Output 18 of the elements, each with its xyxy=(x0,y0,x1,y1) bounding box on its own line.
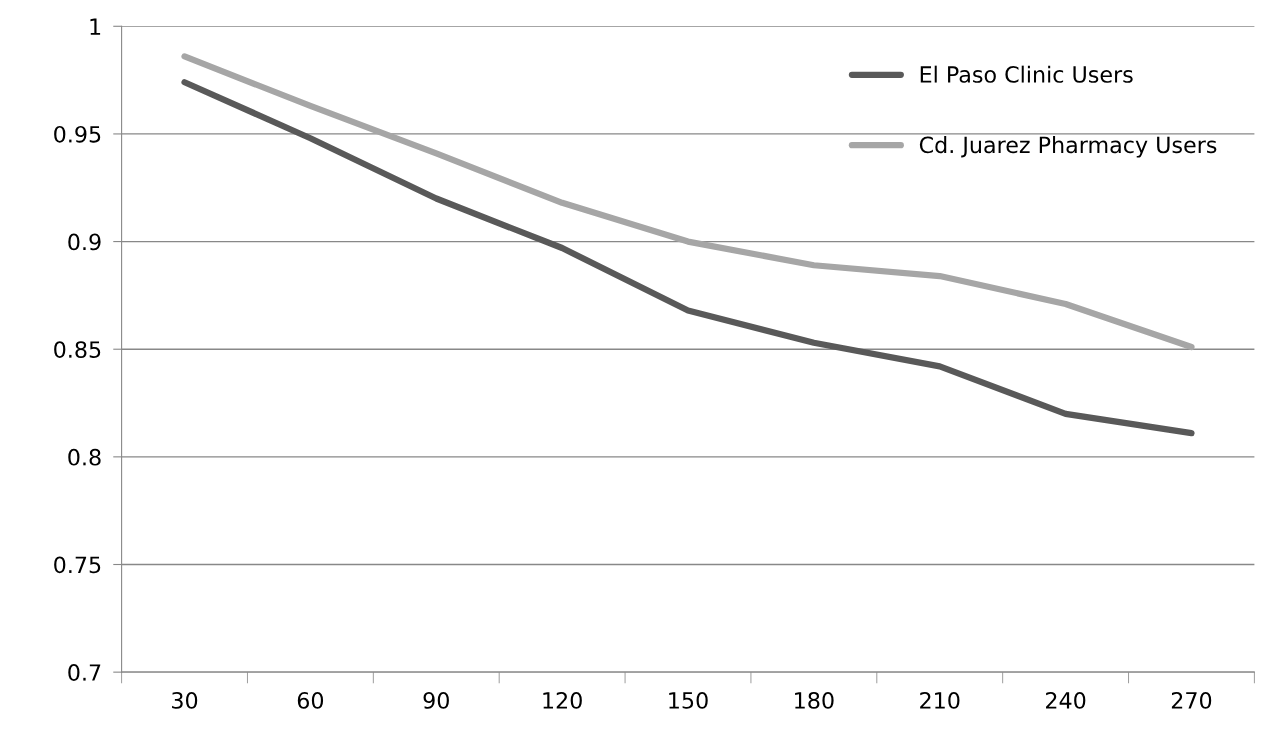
y-tick-label: 0.85 xyxy=(54,341,101,358)
y-tick-label: 0.7 xyxy=(68,664,101,681)
x-tick-label: 30 xyxy=(172,691,198,709)
legend-label: Cd. Juarez Pharmacy Users xyxy=(919,136,1217,158)
x-tick-label: 210 xyxy=(920,691,960,709)
x-tick-label: 240 xyxy=(1046,691,1086,709)
legend-label: El Paso Clinic Users xyxy=(920,65,1133,83)
x-tick-label: 180 xyxy=(795,691,834,709)
y-tick-label: 0.75 xyxy=(54,556,101,574)
y-tick-label: 1 xyxy=(90,18,101,35)
y-tick-label: 0.95 xyxy=(54,125,101,143)
x-tick-label: 60 xyxy=(297,691,324,709)
x-tick-label: 150 xyxy=(669,691,708,709)
y-tick-label: 0.8 xyxy=(68,448,101,466)
y-tick-label: 0.9 xyxy=(68,233,101,251)
x-tick-label: 270 xyxy=(1171,691,1212,709)
x-tick-label: 120 xyxy=(543,691,582,709)
x-tick-label: 90 xyxy=(423,691,449,709)
